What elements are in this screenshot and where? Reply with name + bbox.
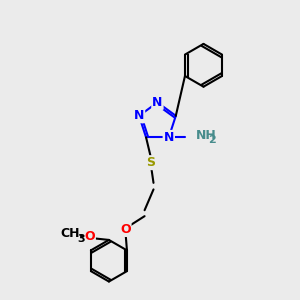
Text: S: S (146, 156, 155, 169)
Text: 2: 2 (208, 135, 215, 146)
Text: NH: NH (196, 129, 216, 142)
Text: CH: CH (60, 227, 80, 241)
Text: O: O (120, 223, 130, 236)
Text: N: N (152, 96, 163, 109)
Text: O: O (84, 230, 95, 244)
Text: 3: 3 (78, 234, 85, 244)
Text: N: N (134, 109, 144, 122)
Text: N: N (164, 131, 174, 144)
